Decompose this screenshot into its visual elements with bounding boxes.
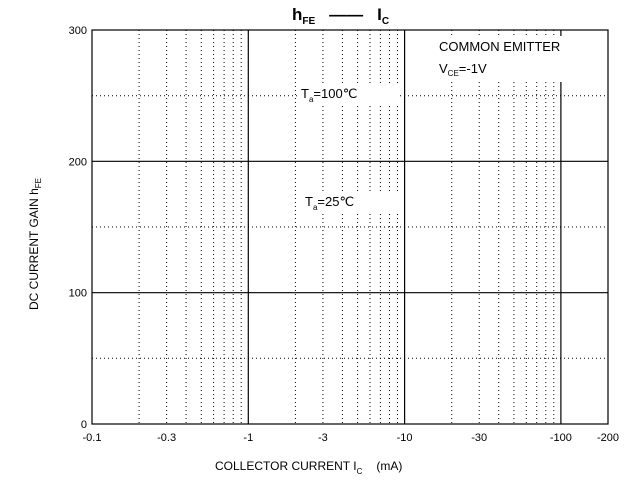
y-axis-label: DC CURRENT GAIN hFE [27, 178, 43, 310]
condition-line-1: COMMON EMITTER [439, 39, 560, 54]
x-tick-label: -0.3 [157, 432, 176, 444]
x-axis-label-main: COLLECTOR CURRENT I [215, 459, 357, 473]
svg-text:Ta=100℃: Ta=100℃ [301, 86, 357, 104]
condition-line-2: VCE=-1V [439, 61, 487, 78]
title-hfe-sub: FE [302, 16, 315, 27]
x-tick-label: -100 [550, 432, 572, 444]
annotation-ta-100: Ta=100℃ [298, 84, 400, 104]
x-tick-label: -10 [397, 432, 413, 444]
plot-frame [91, 29, 609, 425]
minor-grid [92, 30, 608, 424]
y-axis-label-main: DC CURRENT GAIN h [27, 188, 41, 310]
svg-text:Ta=25℃: Ta=25℃ [305, 194, 354, 212]
x-tick-label: -3 [318, 432, 328, 444]
title-hfe: h [292, 5, 302, 24]
chart-title: hFE —— IC [292, 5, 389, 27]
y-axis-label-sub: FE [34, 178, 43, 188]
condition-annotation: COMMON EMITTER VCE=-1V [434, 36, 594, 82]
y-tick-labels: 0 100 200 300 [69, 25, 87, 431]
major-grid [92, 30, 608, 424]
title-dash: —— [329, 5, 363, 24]
x-axis-label-sub: C [357, 467, 363, 476]
title-ic-sub: C [382, 16, 389, 27]
y-tick-label: 200 [69, 156, 87, 168]
x-tick-label: -1 [243, 432, 253, 444]
x-tick-label: -30 [471, 432, 487, 444]
y-tick-label: 300 [69, 25, 87, 37]
annotation-ta-25: Ta=25℃ [302, 192, 398, 212]
x-axis-label-unit: (mA) [376, 459, 402, 473]
y-tick-label: 100 [69, 288, 87, 300]
x-axis-label: COLLECTOR CURRENT IC (mA) [215, 459, 402, 476]
y-tick-label: 0 [81, 419, 87, 431]
x-tick-labels: -0.1 -0.3 -1 -3 -10 -30 -100 -200 [83, 432, 620, 444]
title-ic: I [377, 5, 382, 24]
x-tick-label: -200 [597, 432, 619, 444]
x-tick-label: -0.1 [83, 432, 102, 444]
